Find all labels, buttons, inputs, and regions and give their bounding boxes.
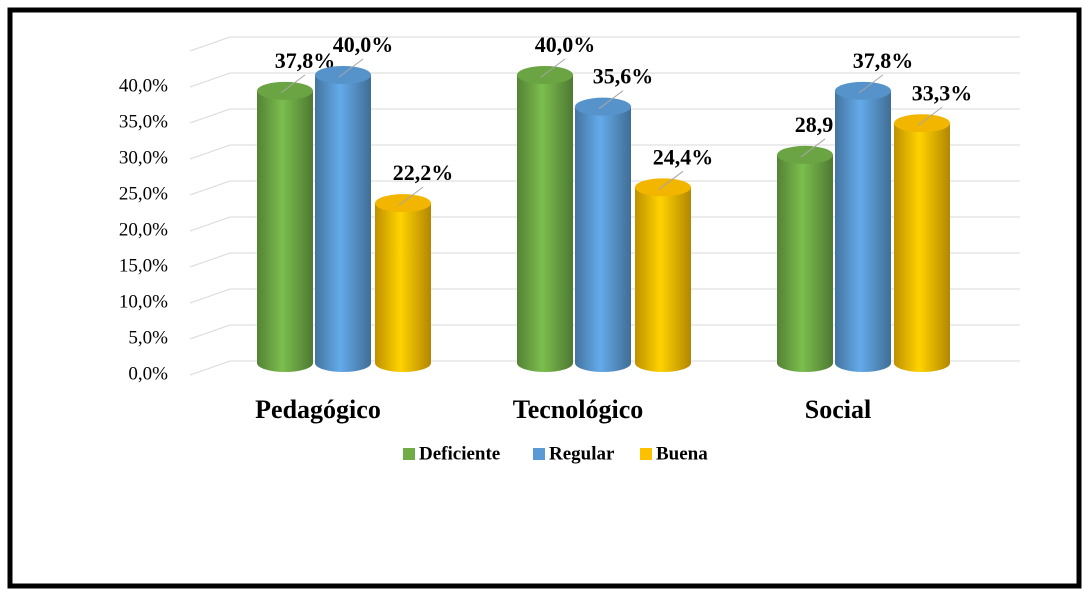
data-label: 35,6%	[593, 64, 654, 89]
leader-line	[280, 74, 306, 94]
bar	[835, 81, 891, 372]
bar	[375, 194, 431, 372]
y-tick-label: 40,0%	[119, 75, 168, 96]
bar	[635, 178, 691, 372]
bar-body	[517, 75, 573, 372]
x-tick-label: Pedagógico	[255, 395, 381, 424]
grid-line	[189, 216, 1020, 232]
grid-line	[189, 180, 1020, 196]
bar-top	[635, 178, 691, 197]
leader-line	[398, 186, 424, 206]
bar	[257, 81, 313, 372]
legend-label: Deficiente	[419, 443, 500, 464]
grid-line	[189, 252, 1020, 268]
leader-line	[917, 106, 943, 126]
leader-line	[540, 58, 566, 78]
legend-label: Regular	[549, 443, 615, 464]
bar-top	[517, 66, 573, 84]
data-label: 40,0%	[333, 32, 394, 57]
y-tick-label: 25,0%	[119, 183, 168, 204]
data-label: 24,4%	[653, 144, 714, 169]
leader-line	[598, 90, 624, 110]
bar-top	[575, 97, 631, 116]
leader-line	[858, 74, 884, 94]
bar-body	[257, 90, 313, 372]
bar-top	[375, 194, 431, 213]
data-label: 22,2%	[393, 160, 454, 185]
bar	[575, 97, 631, 373]
data-label: 37,8%	[853, 48, 914, 73]
y-tick-label: 20,0%	[119, 219, 168, 240]
grid-line	[189, 324, 1020, 340]
data-label: 33,3%	[912, 80, 973, 105]
y-tick-label: 5,0%	[128, 327, 168, 348]
grid-line	[189, 144, 1020, 160]
bar-top	[257, 81, 313, 100]
bar-body	[575, 106, 631, 373]
legend-label: Buena	[656, 443, 708, 464]
bar-top	[777, 145, 833, 164]
y-tick-label: 10,0%	[119, 291, 168, 312]
x-tick-label: Social	[805, 395, 871, 424]
data-label: 40,0%	[535, 32, 596, 57]
x-tick-label: Tecnológico	[513, 395, 643, 424]
legend-swatch	[403, 448, 415, 460]
bar-body	[635, 187, 691, 372]
bar-top	[835, 81, 891, 100]
leader-line	[800, 138, 826, 158]
bar-body	[375, 203, 431, 372]
bar-body	[777, 154, 833, 372]
legend-swatch	[640, 448, 652, 460]
grid-line	[189, 360, 1020, 376]
y-tick-label: 30,0%	[119, 147, 168, 168]
y-tick-label: 35,0%	[119, 111, 168, 132]
bar-top	[315, 66, 371, 84]
bar-body	[835, 90, 891, 372]
bar	[894, 114, 950, 373]
bar-body	[894, 123, 950, 373]
leader-line	[658, 170, 684, 190]
grid-line	[189, 72, 1020, 88]
bar	[777, 145, 833, 372]
bar	[517, 66, 573, 372]
leader-line	[338, 58, 364, 78]
y-tick-label: 0,0%	[128, 363, 168, 384]
bar	[315, 66, 371, 372]
bar-body	[315, 75, 371, 372]
plot-edge	[189, 36, 231, 52]
grid-line	[189, 288, 1020, 304]
grid-line	[189, 108, 1020, 124]
legend-swatch	[533, 448, 545, 460]
y-tick-label: 15,0%	[119, 255, 168, 276]
bar-top	[894, 114, 950, 133]
